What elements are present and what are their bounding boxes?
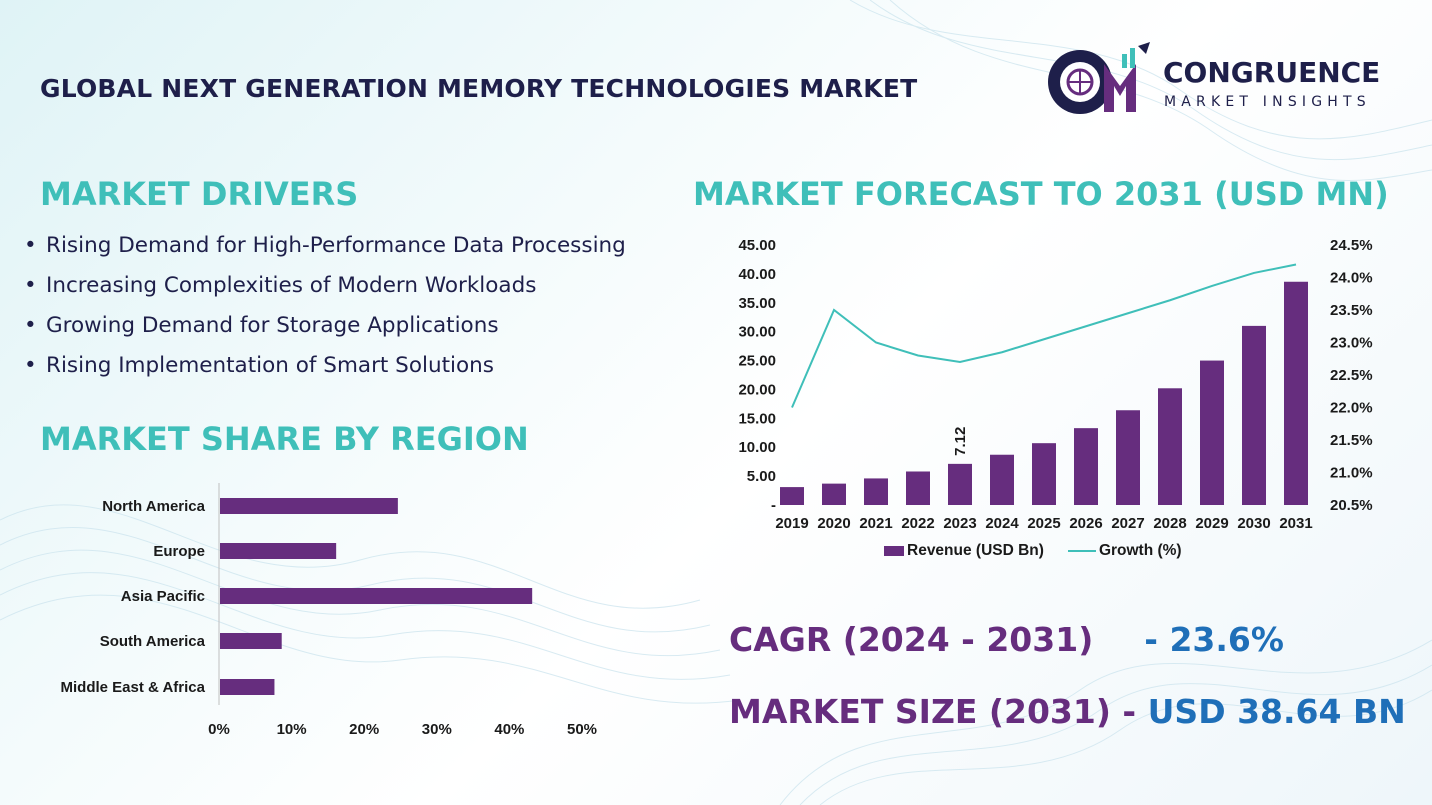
left-axis-tick: 15.00	[738, 410, 776, 427]
region-x-tick: 50%	[567, 721, 597, 738]
revenue-bar	[1200, 360, 1224, 505]
x-axis-tick: 2027	[1111, 515, 1144, 532]
revenue-bar	[906, 471, 930, 505]
region-label: South America	[100, 633, 206, 650]
market-size-separator: -	[1122, 692, 1137, 731]
x-axis-tick: 2029	[1195, 515, 1228, 532]
logo-word-market-insights: MARKET INSIGHTS	[1164, 94, 1371, 110]
bar-data-label: 7.12	[952, 427, 969, 456]
region-x-tick: 10%	[277, 721, 307, 738]
company-logo: CONGRUENCE MARKET INSIGHTS	[1046, 42, 1396, 117]
driver-item: Increasing Complexities of Modern Worklo…	[24, 271, 626, 311]
x-axis-tick: 2020	[817, 515, 850, 532]
right-axis-tick: 20.5%	[1330, 497, 1373, 514]
legend-growth-swatch	[1067, 550, 1096, 552]
x-axis-tick: 2026	[1069, 515, 1102, 532]
left-axis-tick: 45.00	[738, 237, 776, 254]
x-axis-tick: 2019	[775, 515, 808, 532]
market-size-label: MARKET SIZE (2031)	[729, 692, 1111, 731]
x-axis-tick: 2031	[1279, 515, 1312, 532]
x-axis-tick: 2023	[943, 515, 976, 532]
left-axis-tick: 35.00	[738, 295, 776, 312]
region-label: Middle East & Africa	[61, 679, 206, 696]
page-title: GLOBAL NEXT GENERATION MEMORY TECHNOLOGI…	[40, 74, 918, 103]
right-axis-tick: 23.5%	[1330, 302, 1373, 319]
revenue-bar	[864, 478, 888, 505]
right-axis-tick: 24.5%	[1330, 237, 1373, 254]
x-axis-tick: 2024	[985, 515, 1019, 532]
right-axis-tick: 24.0%	[1330, 270, 1373, 287]
market-size-value: USD 38.64 BN	[1147, 692, 1406, 731]
forecast-legend: Revenue (USD Bn) Growth (%)	[884, 542, 1182, 560]
left-axis-tick: -	[771, 497, 776, 514]
revenue-bar	[990, 454, 1014, 505]
revenue-bar	[1158, 388, 1182, 505]
market-size-kpi: MARKET SIZE (2031) - USD 38.64 BN	[729, 692, 1406, 731]
region-x-tick: 30%	[422, 721, 452, 738]
revenue-bar	[1284, 281, 1308, 505]
legend-growth-label: Growth (%)	[1098, 542, 1182, 559]
driver-item: Rising Demand for High-Performance Data …	[24, 231, 626, 271]
revenue-bar	[1242, 325, 1266, 505]
right-axis-tick: 21.5%	[1330, 432, 1373, 449]
region-bar	[220, 543, 337, 559]
left-axis-tick: 5.00	[747, 468, 776, 485]
x-axis-tick: 2021	[859, 515, 892, 532]
region-x-tick: 40%	[494, 721, 524, 738]
region-label: North America	[102, 498, 205, 515]
revenue-bar	[1032, 443, 1056, 505]
right-axis-tick: 23.0%	[1330, 335, 1373, 352]
region-bar	[220, 679, 275, 695]
market-drivers-list: Rising Demand for High-Performance Data …	[24, 231, 626, 391]
market-drivers-heading: MARKET DRIVERS	[40, 175, 359, 213]
right-axis-tick: 21.0%	[1330, 465, 1373, 482]
cagr-kpi: CAGR (2024 - 2031) - 23.6%	[729, 620, 1284, 659]
right-axis-tick: 22.0%	[1330, 400, 1373, 417]
right-axis-tick: 22.5%	[1330, 367, 1373, 384]
region-x-tick: 0%	[208, 721, 230, 738]
revenue-bar	[822, 483, 846, 505]
driver-item: Growing Demand for Storage Applications	[24, 311, 626, 351]
logo-mark-icon	[1048, 42, 1150, 114]
revenue-bar	[780, 487, 804, 505]
revenue-bar	[1116, 410, 1140, 505]
left-axis-tick: 40.00	[738, 266, 776, 283]
market-forecast-heading: MARKET FORECAST TO 2031 (USD MN)	[693, 175, 1389, 213]
legend-revenue-swatch	[884, 546, 904, 556]
region-label: Europe	[153, 543, 205, 560]
x-axis-tick: 2025	[1027, 515, 1060, 532]
left-axis-tick: 30.00	[738, 324, 776, 341]
region-bar	[220, 588, 533, 604]
cagr-label: CAGR (2024 - 2031)	[729, 620, 1094, 659]
x-axis-tick: 2022	[901, 515, 934, 532]
region-bar	[220, 633, 282, 649]
x-axis-tick: 2030	[1237, 515, 1270, 532]
growth-line	[791, 263, 1297, 408]
cagr-value: - 23.6%	[1144, 620, 1284, 659]
left-axis-tick: 25.00	[738, 353, 776, 370]
revenue-bar	[948, 463, 972, 505]
revenue-bar	[1074, 428, 1098, 505]
region-x-tick: 20%	[349, 721, 379, 738]
market-share-heading: MARKET SHARE BY REGION	[40, 420, 529, 458]
driver-item: Rising Implementation of Smart Solutions	[24, 351, 626, 391]
x-axis-tick: 2028	[1153, 515, 1186, 532]
left-axis-tick: 10.00	[738, 439, 776, 456]
legend-revenue-label: Revenue (USD Bn)	[907, 542, 1044, 559]
region-label: Asia Pacific	[121, 588, 205, 605]
left-axis-tick: 20.00	[738, 381, 776, 398]
logo-word-congruence: CONGRUENCE	[1163, 56, 1381, 89]
region-bar	[220, 498, 398, 514]
